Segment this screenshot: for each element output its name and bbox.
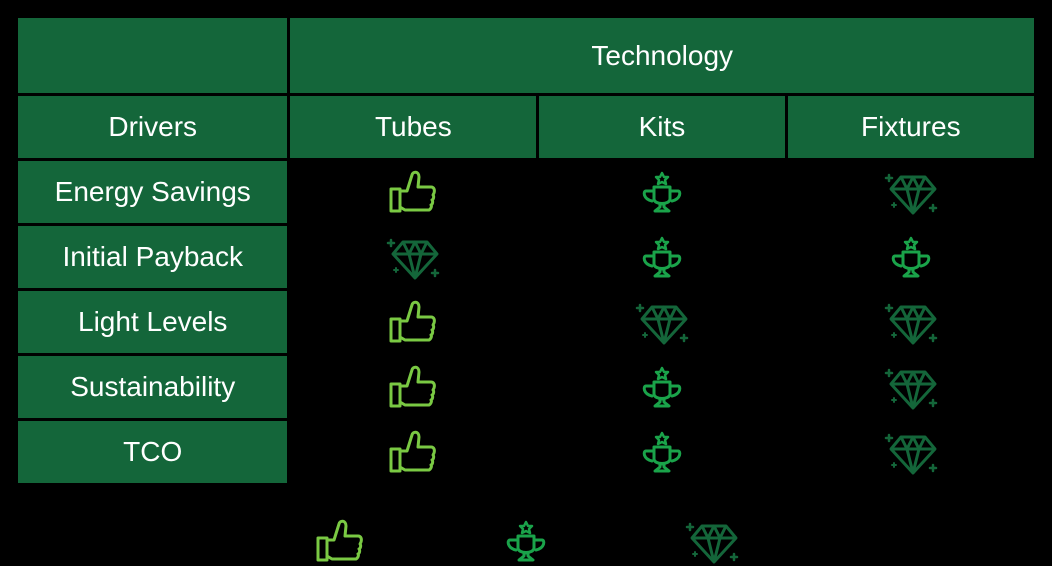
legend-item	[498, 516, 554, 566]
rating-cell	[539, 421, 784, 483]
table-row: Light Levels	[18, 291, 1034, 353]
diamond-icon	[684, 516, 740, 566]
rating-cell	[290, 421, 536, 483]
header-row-2: Drivers Tubes Kits Fixtures	[18, 96, 1034, 158]
comparison-table: Technology Drivers Tubes Kits Fixtures E…	[15, 15, 1037, 486]
trophy-icon	[498, 516, 554, 566]
row-label: Light Levels	[18, 291, 287, 353]
rating-cell	[290, 161, 536, 223]
thumbs-up-icon	[385, 362, 441, 412]
header-row-1: Technology	[18, 18, 1034, 93]
drivers-header: Drivers	[18, 96, 287, 158]
rating-cell	[788, 161, 1034, 223]
technology-header: Technology	[290, 18, 1034, 93]
rating-cell	[788, 226, 1034, 288]
trophy-icon	[634, 167, 690, 217]
rating-cell	[539, 161, 784, 223]
row-label: Energy Savings	[18, 161, 287, 223]
table-row: Energy Savings	[18, 161, 1034, 223]
trophy-icon	[634, 362, 690, 412]
col-kits: Kits	[539, 96, 784, 158]
row-label: Initial Payback	[18, 226, 287, 288]
legend-item	[684, 516, 740, 566]
diamond-icon	[634, 297, 690, 347]
col-fixtures: Fixtures	[788, 96, 1034, 158]
corner-cell	[18, 18, 287, 93]
legend	[15, 516, 1037, 566]
rating-cell	[788, 291, 1034, 353]
col-tubes: Tubes	[290, 96, 536, 158]
diamond-icon	[883, 362, 939, 412]
rating-cell	[539, 356, 784, 418]
trophy-icon	[634, 427, 690, 477]
rating-cell	[539, 226, 784, 288]
rating-cell	[788, 356, 1034, 418]
rating-cell	[788, 421, 1034, 483]
thumbs-up-icon	[312, 516, 368, 566]
trophy-icon	[634, 232, 690, 282]
rating-cell	[290, 291, 536, 353]
thumbs-up-icon	[385, 297, 441, 347]
thumbs-up-icon	[385, 167, 441, 217]
table-row: Sustainability	[18, 356, 1034, 418]
row-label: TCO	[18, 421, 287, 483]
rating-cell	[290, 226, 536, 288]
diamond-icon	[883, 427, 939, 477]
trophy-icon	[883, 232, 939, 282]
row-label: Sustainability	[18, 356, 287, 418]
diamond-icon	[385, 232, 441, 282]
rating-cell	[539, 291, 784, 353]
thumbs-up-icon	[385, 427, 441, 477]
legend-item	[312, 516, 368, 566]
table-row: Initial Payback	[18, 226, 1034, 288]
diamond-icon	[883, 297, 939, 347]
table-row: TCO	[18, 421, 1034, 483]
rating-cell	[290, 356, 536, 418]
diamond-icon	[883, 167, 939, 217]
